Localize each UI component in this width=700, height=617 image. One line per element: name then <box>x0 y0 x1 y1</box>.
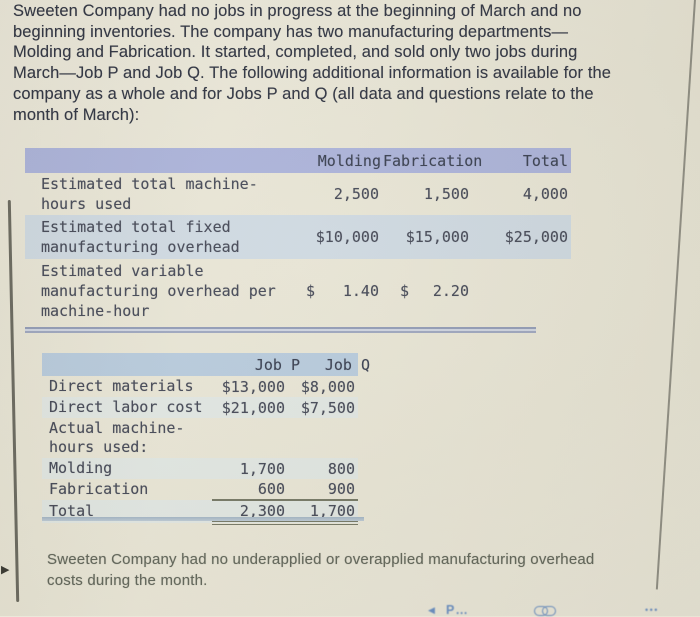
dept-col-header-fabrication: Fabrication <box>383 151 483 170</box>
dept-row-label: Estimated variable manufacturing overhea… <box>41 262 276 320</box>
job-row-label: Direct materials <box>49 377 194 395</box>
job-col-header-p-label: Job P <box>254 355 300 374</box>
job-cell-q: $7,500 <box>300 398 355 417</box>
dept-col-header-total: Total <box>522 151 568 170</box>
dept-cell-total: 4,000 <box>522 185 568 203</box>
job-cell-p: 600 <box>212 479 288 501</box>
dept-row-fixed-overhead: Estimated total fixed manufacturing over… <box>25 215 571 259</box>
intro-line: March—Job P and Job Q. The following add… <box>13 64 612 83</box>
intro-line: month of March): <box>13 105 140 124</box>
partial-bottom-toolbar: ◀ P… ••• <box>0 603 700 617</box>
dept-row-label: Estimated total fixed manufacturing over… <box>41 218 240 256</box>
intro-line: Molding and Fabrication. It started, com… <box>13 43 578 62</box>
job-cell-q: 800 <box>327 459 355 478</box>
currency-symbol: $ <box>400 282 410 300</box>
job-cost-table: Job P Job Q Direct materials $13,000 $8,… <box>42 353 370 525</box>
job-cell-p: $21,000 <box>221 398 285 417</box>
job-header-empty-cell <box>42 353 212 376</box>
job-row-label: Direct labor cost <box>49 398 203 416</box>
job-row-fabrication: Fabrication 600 900 <box>42 479 358 501</box>
back-icon[interactable]: ◀ <box>428 605 435 615</box>
department-overhead-table: Molding Fabrication Total Estimated tota… <box>25 148 571 323</box>
dept-row-machine-hours: Estimated total machine-hours used 2,500… <box>25 173 571 215</box>
intro-line: company as a whole and for Jobs P and Q … <box>13 84 594 103</box>
dept-cell-total <box>472 259 571 323</box>
job-col-header-q: Job Q <box>288 353 370 376</box>
dept-row-variable-overhead: Estimated variable manufacturing overhea… <box>25 259 571 323</box>
dept-cell-molding: $10,000 <box>315 228 379 246</box>
dept-cell-fabrication: $15,000 <box>405 228 469 246</box>
job-col-header-q-label: Job Q <box>324 355 370 374</box>
job-row-molding: Molding 1,700 800 <box>42 458 358 479</box>
dept-row-label: Estimated total machine-hours used <box>41 175 258 213</box>
dept-header-empty-cell <box>25 148 279 173</box>
closing-line: Sweeten Company had no underapplied or o… <box>47 551 595 568</box>
job-cell-q: $8,000 <box>300 377 355 396</box>
currency-symbol: $ <box>306 282 316 300</box>
job-cell-p: $13,000 <box>221 377 285 396</box>
link-icon[interactable] <box>534 606 556 616</box>
dept-cell-molding: $ 1.40 <box>279 259 382 323</box>
dept-cell-molding-value: 1.40 <box>342 282 379 300</box>
job-row-label: Total <box>49 502 95 520</box>
dept-cell-molding: 2,500 <box>333 185 379 203</box>
job-cell-p: 1,700 <box>239 459 285 478</box>
job-row-direct-labor: Direct labor cost $21,000 $7,500 <box>42 397 358 418</box>
intro-line: Sweeten Company had no jobs in progress … <box>13 2 582 20</box>
job-row-label: Fabrication <box>49 480 149 498</box>
job-table-bottom-rule <box>42 517 364 521</box>
photo-edge-left <box>7 200 19 602</box>
job-row-label: Actual machine-hours used: <box>49 419 185 456</box>
dept-table-bottom-rule <box>25 327 536 333</box>
dept-col-header-molding: Molding <box>317 151 381 170</box>
problem-intro-paragraph: Sweeten Company had no jobs in progress … <box>13 1 685 125</box>
dept-table-header-row: Molding Fabrication Total <box>25 148 571 173</box>
closing-line: costs during the month. <box>47 572 208 589</box>
dept-cell-total: $25,000 <box>504 228 568 246</box>
job-col-header-p: Job P <box>212 353 300 376</box>
dept-cell-fabrication: 1,500 <box>423 185 469 203</box>
dept-cell-fabrication: $ 2.20 <box>382 259 472 323</box>
job-cell-p <box>212 418 288 458</box>
dept-cell-fabrication-value: 2.20 <box>432 282 469 300</box>
job-cell-q: 900 <box>288 479 358 501</box>
job-row-direct-materials: Direct materials $13,000 $8,000 <box>42 376 358 397</box>
job-cell-q <box>288 418 358 458</box>
more-options-icon[interactable]: ••• <box>645 605 659 615</box>
cursor-marker-icon: ▶ <box>1 564 10 576</box>
job-row-actual-machine-hours: Actual machine-hours used: <box>42 418 358 458</box>
job-row-label: Molding <box>49 459 113 477</box>
job-table-header-row: Job P Job Q <box>42 353 370 376</box>
closing-paragraph: Sweeten Company had no underapplied or o… <box>47 549 667 591</box>
intro-line: beginning inventories. The company has t… <box>13 22 569 41</box>
prev-button-partial[interactable]: P… <box>446 603 469 617</box>
